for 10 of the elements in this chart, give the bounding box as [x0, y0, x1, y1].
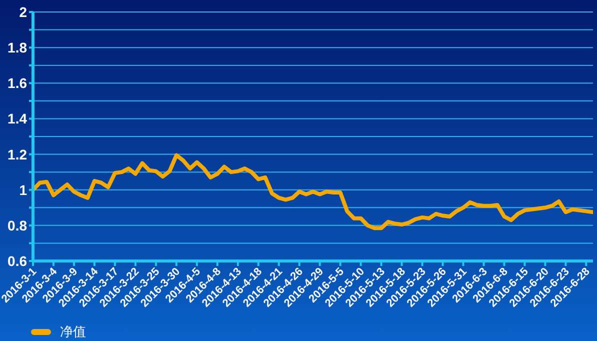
- y-tick-label: 0.8: [8, 217, 28, 234]
- y-tick-label: 1.6: [8, 75, 28, 92]
- y-tick-label: 0.6: [8, 252, 28, 269]
- y-tick-label: 2: [19, 4, 28, 20]
- y-tick-label: 1: [19, 182, 28, 198]
- y-tick-label: 1.4: [8, 110, 28, 127]
- y-tick-label: 1.8: [8, 40, 28, 56]
- y-tick-label: 1.2: [8, 146, 28, 162]
- line-series: [33, 153, 593, 230]
- legend-label: 净值: [60, 324, 86, 341]
